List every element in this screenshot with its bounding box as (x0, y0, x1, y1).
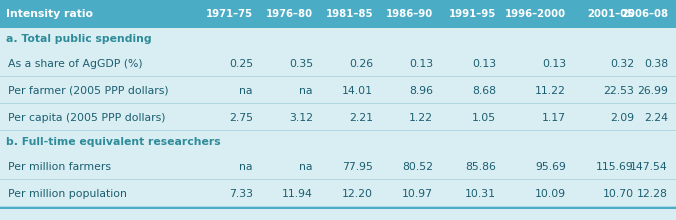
Text: 0.13: 0.13 (472, 59, 496, 68)
Text: Intensity ratio: Intensity ratio (6, 9, 93, 19)
Text: 8.96: 8.96 (409, 86, 433, 95)
Bar (0, 206, 676, 207)
Text: 0.26: 0.26 (349, 59, 373, 68)
Text: 3.12: 3.12 (289, 112, 313, 123)
Text: 115.69: 115.69 (596, 161, 634, 172)
Text: na: na (299, 86, 313, 95)
Text: 8.68: 8.68 (472, 86, 496, 95)
Text: 11.94: 11.94 (282, 189, 313, 198)
Bar (0, 104, 676, 131)
Text: a. Total public spending: a. Total public spending (6, 34, 151, 44)
Text: 0.13: 0.13 (542, 59, 566, 68)
Text: 2.09: 2.09 (610, 112, 634, 123)
Bar (0, 50, 676, 77)
Text: 1976–80: 1976–80 (266, 9, 313, 19)
Text: Per million farmers: Per million farmers (8, 161, 111, 172)
Bar (0, 153, 676, 180)
Bar (0, 0, 676, 28)
Text: 22.53: 22.53 (603, 86, 634, 95)
Text: 10.31: 10.31 (465, 189, 496, 198)
Bar (0, 180, 676, 207)
Text: 77.95: 77.95 (342, 161, 373, 172)
Text: 11.22: 11.22 (535, 86, 566, 95)
Text: 95.69: 95.69 (535, 161, 566, 172)
Text: 2.24: 2.24 (644, 112, 668, 123)
Bar (0, 130, 676, 131)
Text: 85.86: 85.86 (465, 161, 496, 172)
Text: 12.28: 12.28 (637, 189, 668, 198)
Text: As a share of AgGDP (%): As a share of AgGDP (%) (8, 59, 143, 68)
Bar (0, 76, 676, 77)
Text: 0.32: 0.32 (610, 59, 634, 68)
Text: Per farmer (2005 PPP dollars): Per farmer (2005 PPP dollars) (8, 86, 168, 95)
Text: 1991–95: 1991–95 (449, 9, 496, 19)
Text: 0.38: 0.38 (644, 59, 668, 68)
Text: 10.70: 10.70 (603, 189, 634, 198)
Text: 12.20: 12.20 (342, 189, 373, 198)
Bar (0, 77, 676, 104)
Text: 2.21: 2.21 (349, 112, 373, 123)
Text: na: na (239, 86, 253, 95)
Text: 7.33: 7.33 (229, 189, 253, 198)
Text: Per million population: Per million population (8, 189, 127, 198)
Text: 1.17: 1.17 (542, 112, 566, 123)
Bar (0, 28, 676, 50)
Bar (0, 207, 676, 209)
Text: 26.99: 26.99 (637, 86, 668, 95)
Text: 147.54: 147.54 (630, 161, 668, 172)
Text: 1981–85: 1981–85 (325, 9, 373, 19)
Text: 2006–08: 2006–08 (621, 9, 668, 19)
Text: 1986–90: 1986–90 (386, 9, 433, 19)
Text: 80.52: 80.52 (402, 161, 433, 172)
Text: 10.09: 10.09 (535, 189, 566, 198)
Text: Per capita (2005 PPP dollars): Per capita (2005 PPP dollars) (8, 112, 166, 123)
Text: 2.75: 2.75 (229, 112, 253, 123)
Text: 2001–05: 2001–05 (587, 9, 634, 19)
Text: b. Full-time equivalent researchers: b. Full-time equivalent researchers (6, 137, 220, 147)
Text: 1996–2000: 1996–2000 (505, 9, 566, 19)
Bar (0, 103, 676, 104)
Text: 0.25: 0.25 (229, 59, 253, 68)
Text: 1.22: 1.22 (409, 112, 433, 123)
Text: 1971–75: 1971–75 (206, 9, 253, 19)
Text: na: na (299, 161, 313, 172)
Text: 14.01: 14.01 (342, 86, 373, 95)
Text: 0.35: 0.35 (289, 59, 313, 68)
Text: 1.05: 1.05 (472, 112, 496, 123)
Text: 0.13: 0.13 (409, 59, 433, 68)
Bar (0, 131, 676, 153)
Text: na: na (239, 161, 253, 172)
Text: 10.97: 10.97 (402, 189, 433, 198)
Bar (0, 179, 676, 180)
